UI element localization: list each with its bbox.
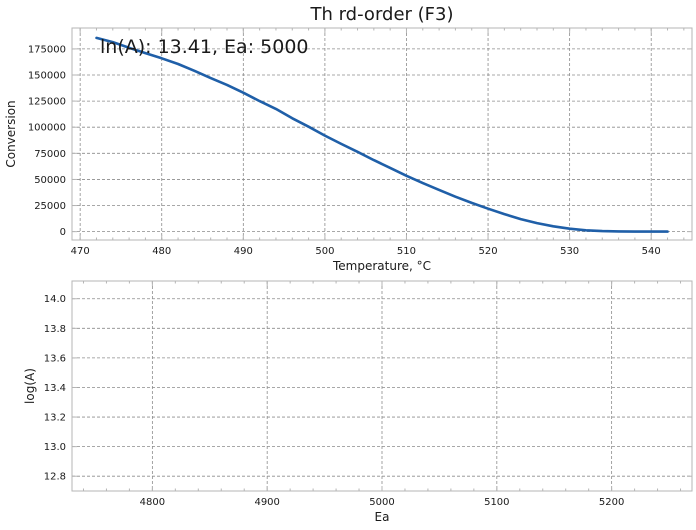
x-tick-label: 530	[560, 246, 579, 257]
x-tick-label: 490	[234, 246, 253, 257]
top-y-axis-label: Conversion	[4, 100, 18, 167]
bottom-x-axis-label: Ea	[375, 510, 390, 524]
x-tick-label: 500	[315, 246, 334, 257]
x-tick-label: 5200	[599, 497, 624, 508]
y-tick-label: 175000	[28, 44, 66, 55]
bottom-y-axis-label: log(A)	[23, 368, 37, 404]
x-tick-label: 520	[479, 246, 498, 257]
y-tick-label: 13.6	[44, 353, 66, 364]
y-tick-label: 125000	[28, 97, 66, 108]
log-a-vs-ea-chart: 4800 4900 5000 5100 5200 12.8 13.0 13.2 13.4 13.…	[23, 280, 693, 524]
y-tick-label: 13.8	[44, 324, 66, 335]
top-x-axis-label: Temperature, °C	[332, 259, 431, 273]
y-tick-label: 50000	[34, 175, 66, 186]
top-y-tick-labels: 0 25000 50000 75000 100000 125000 150000 175000	[28, 44, 66, 238]
x-tick-label: 480	[152, 246, 171, 257]
y-tick-label: 12.8	[44, 472, 66, 483]
x-tick-label: 4900	[254, 497, 279, 508]
y-tick-label: 75000	[34, 149, 66, 160]
bottom-grid	[72, 281, 692, 491]
y-tick-label: 25000	[34, 201, 66, 212]
y-tick-label: 100000	[28, 123, 66, 134]
conversion-chart: 470 480 490 500 510 520 530 540 0 25000 50000 7500…	[4, 4, 693, 273]
top-x-tick-labels: 470 480 490 500 510 520 530 540	[71, 246, 661, 257]
x-tick-label: 510	[397, 246, 416, 257]
y-tick-label: 14.0	[44, 294, 66, 305]
fit-annotation: ln(A): 13.41, Ea: 5000	[100, 36, 309, 58]
top-plot-frame	[71, 27, 693, 241]
chart-title: Th rd-order (F3)	[309, 4, 453, 25]
conversion-curve	[95, 36, 669, 233]
bottom-y-tick-labels: 12.8 13.0 13.2 13.4 13.6 13.8 14.0	[44, 294, 66, 482]
x-tick-label: 5000	[369, 497, 394, 508]
x-tick-label: 470	[71, 246, 90, 257]
top-tick-marks	[72, 28, 692, 240]
bottom-tick-marks	[72, 281, 692, 491]
y-tick-label: 13.4	[44, 383, 66, 394]
x-tick-label: 5100	[484, 497, 509, 508]
x-tick-label: 540	[642, 246, 661, 257]
y-tick-label: 0	[60, 227, 66, 238]
bottom-x-tick-labels: 4800 4900 5000 5100 5200	[140, 497, 625, 508]
y-tick-label: 13.0	[44, 442, 66, 453]
x-tick-label: 4800	[140, 497, 165, 508]
y-tick-label: 13.2	[44, 413, 66, 424]
y-tick-label: 150000	[28, 70, 66, 81]
